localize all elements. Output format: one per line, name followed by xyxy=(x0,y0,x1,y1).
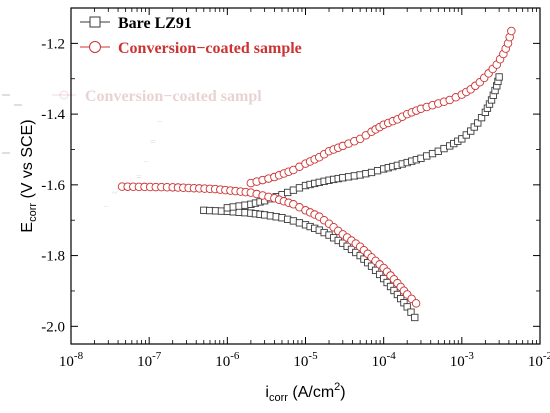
legend-label: Bare LZ91 xyxy=(118,15,192,32)
x-tick-base: 10 xyxy=(293,354,308,370)
y-tick-label: -2.0 xyxy=(41,319,65,335)
data-point xyxy=(295,219,304,227)
x-tick-label: 10-5 xyxy=(293,350,318,370)
ghost-legend-marker xyxy=(59,90,69,100)
ghost-mark: ~ xyxy=(112,188,118,199)
ghost-legend-text: Conversion−coated sampl xyxy=(85,88,262,105)
axis-ticks: 10-8 10-7 10-6 10-5 10-4 10-3 10-2-2.0-1.8-1.6… xyxy=(41,8,550,370)
data-point xyxy=(462,131,470,139)
data-point xyxy=(407,308,415,316)
ghost-tick xyxy=(2,152,10,154)
ghost-mark: − xyxy=(103,202,109,213)
x-tick-label: 10-3 xyxy=(450,350,475,370)
x-tick-label: 10-8 xyxy=(59,350,84,370)
x-tick-label: 10-2 xyxy=(528,350,550,370)
ghost-mark: − xyxy=(157,117,163,128)
ghost-mark: − xyxy=(143,157,149,168)
y-axis-label-rest: (V vs SCE) xyxy=(19,119,36,203)
x-tick-base: 10 xyxy=(137,354,152,370)
legend-marker-square xyxy=(89,16,101,28)
data-point xyxy=(373,167,382,175)
data-point xyxy=(371,266,380,274)
data-point xyxy=(458,135,466,143)
legend: Bare LZ91 Conversion−coated sample xyxy=(80,15,302,57)
x-axis-label-sub: corr xyxy=(269,392,288,404)
y-axis-label-sub: corr xyxy=(27,203,39,222)
y-tick-label: -1.2 xyxy=(41,36,65,52)
data-point xyxy=(367,168,376,177)
data-point xyxy=(289,186,298,194)
series-conversion-coated xyxy=(117,26,516,308)
y-tick-label: -1.4 xyxy=(41,107,65,123)
y-axis-label: Ecorr (V vs SCE) xyxy=(19,119,39,232)
data-point xyxy=(477,113,486,122)
x-tick-exp: -8 xyxy=(74,350,84,362)
x-tick-label: 10-6 xyxy=(215,350,240,370)
data-point xyxy=(367,262,376,270)
x-tick-base: 10 xyxy=(450,354,465,370)
ghost-tick xyxy=(2,94,10,96)
data-point xyxy=(474,119,482,127)
x-tick-label: 10-4 xyxy=(372,350,397,370)
x-axis-label-end: ) xyxy=(340,384,345,401)
series-bare-lz91 xyxy=(200,73,503,322)
x-tick-exp: -7 xyxy=(152,350,162,362)
ghost-mark: = xyxy=(150,137,156,148)
legend-marker-circle xyxy=(89,41,101,53)
data-point xyxy=(411,313,419,322)
y-axis-label-main: E xyxy=(19,222,36,233)
ghost-tick xyxy=(14,104,22,106)
data-point xyxy=(375,270,384,279)
x-tick-label: 10-7 xyxy=(137,350,162,370)
x-tick-exp: -2 xyxy=(543,350,550,362)
x-tick-exp: -5 xyxy=(308,350,318,362)
series-line xyxy=(122,186,417,304)
x-tick-base: 10 xyxy=(215,354,230,370)
x-tick-exp: -3 xyxy=(465,350,475,362)
x-axis-label: icorr (A/cm2) xyxy=(265,381,345,404)
legend-label: Conversion−coated sample xyxy=(118,40,302,57)
y-tick-label: -1.8 xyxy=(41,249,65,265)
data-point xyxy=(289,217,298,225)
x-tick-exp: -4 xyxy=(387,350,397,362)
data-point xyxy=(403,303,411,311)
data-point xyxy=(411,299,421,308)
data-point xyxy=(495,73,503,81)
series-layer xyxy=(117,26,516,322)
x-tick-base: 10 xyxy=(372,354,387,370)
x-tick-exp: -6 xyxy=(230,350,240,362)
data-point xyxy=(295,184,304,192)
ghost-mark: = xyxy=(136,172,142,183)
x-axis-label-main: i xyxy=(265,384,269,401)
data-point xyxy=(507,26,516,36)
x-tick-base: 10 xyxy=(59,354,74,370)
x-axis-label-sup: 2 xyxy=(334,381,340,393)
x-tick-base: 10 xyxy=(528,354,543,370)
y-tick-label: -1.6 xyxy=(41,178,65,194)
x-axis-label-rest: (A/cm xyxy=(288,384,334,401)
